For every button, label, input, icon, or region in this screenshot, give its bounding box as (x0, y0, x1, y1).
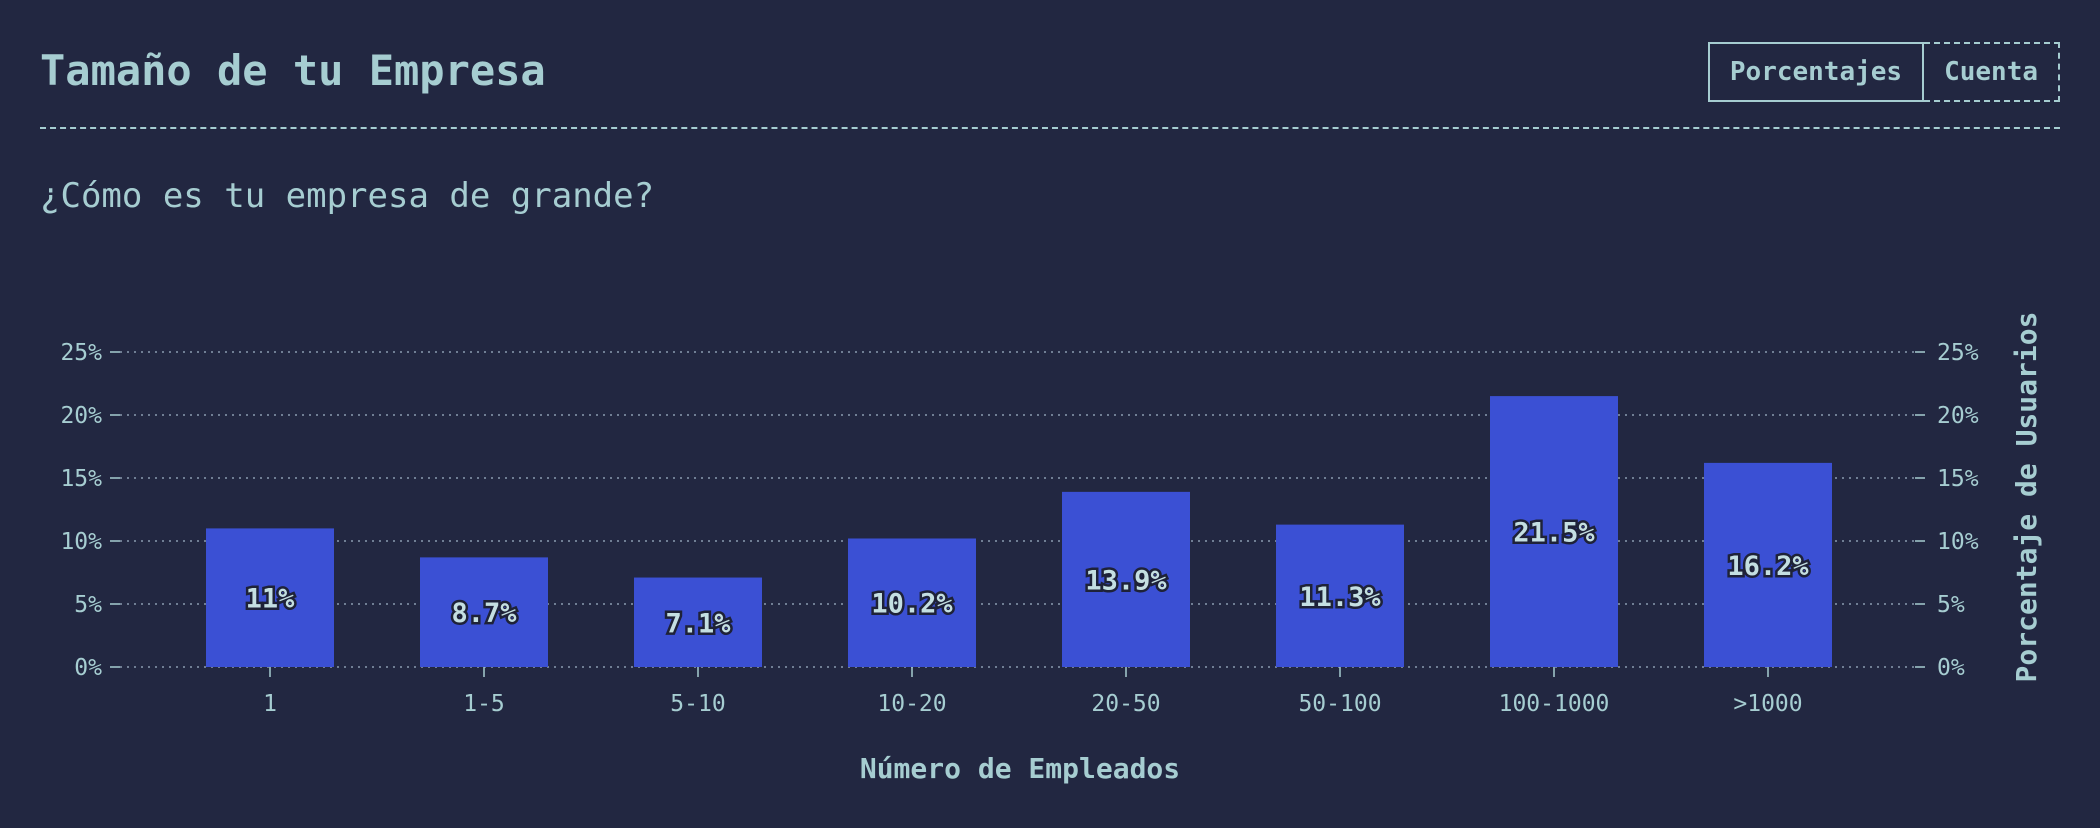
view-toggle: Porcentajes Cuenta (1707, 42, 2060, 102)
x-axis-title: Número de Empleados (860, 752, 1180, 785)
y-tick-label-left: 10% (60, 529, 102, 555)
y-tick-label-left: 25% (60, 340, 102, 366)
x-tick-label: 5-10 (670, 691, 725, 717)
y-tick-label-right: 5% (1937, 592, 1965, 618)
y-tick-label-right: 15% (1937, 466, 1979, 492)
bar-value-label: 16.2% (1727, 551, 1809, 582)
y-tick-label-left: 15% (60, 466, 102, 492)
bar-value-label: 13.9% (1085, 565, 1167, 596)
x-tick-label: 10-20 (877, 691, 946, 717)
y-tick-label-right: 10% (1937, 529, 1979, 555)
x-tick-label: 20-50 (1091, 691, 1160, 717)
count-tab-button[interactable]: Cuenta (1924, 42, 2060, 102)
bar[interactable] (1490, 396, 1618, 667)
x-axis-ticks: 1 1-5 5-10 10-20 20-50 50-100 100-1000 >1000 (263, 667, 1803, 717)
y-axis-ticks: 0% 0% 5% 5% 10% 10% 15% 15% 20% 20% 25% 25% (60, 340, 1978, 681)
y-axis-title: Porcentaje de Usuarios (2010, 312, 2043, 683)
bar-value-label: 21.5% (1513, 518, 1595, 549)
bar[interactable] (420, 557, 548, 667)
y-tick-label-left: 20% (60, 403, 102, 429)
survey-question: ¿Cómo es tu empresa de grande? (40, 176, 655, 216)
y-tick-label-right: 0% (1937, 655, 1965, 681)
percentages-tab-button[interactable]: Porcentajes (1707, 42, 1925, 102)
y-tick-label-right: 20% (1937, 403, 1979, 429)
x-tick-label: 50-100 (1298, 691, 1381, 717)
bar[interactable] (206, 528, 334, 667)
gridlines (120, 351, 1915, 668)
bar[interactable] (1276, 524, 1404, 667)
bar-value-label: 11% (246, 584, 296, 615)
bar[interactable] (634, 577, 762, 667)
x-tick-label: 1-5 (463, 691, 505, 717)
x-tick-label: >1000 (1733, 691, 1802, 717)
y-tick-label-left: 5% (74, 592, 102, 618)
y-tick-label-right: 25% (1937, 340, 1979, 366)
y-tick-label-left: 0% (74, 655, 102, 681)
bar[interactable] (1062, 491, 1190, 667)
bar-value-label: 10.2% (871, 589, 953, 620)
bar[interactable] (1704, 462, 1832, 667)
bar-value-label: 11.3% (1299, 582, 1381, 613)
chart-header: Tamaño de tu Empresa Porcentajes Cuenta (40, 0, 2060, 129)
x-tick-label: 100-1000 (1499, 691, 1610, 717)
chart-title: Tamaño de tu Empresa (40, 46, 546, 95)
bar-value-label: 7.1% (665, 608, 731, 639)
bars: 11% 8.7% 7.1% 10.2% 13.9% 11.3% 21.5% 16.2% (206, 396, 1832, 667)
x-tick-label: 1 (263, 691, 277, 717)
bar-value-label: 8.7% (451, 598, 517, 629)
bar[interactable] (848, 538, 976, 667)
